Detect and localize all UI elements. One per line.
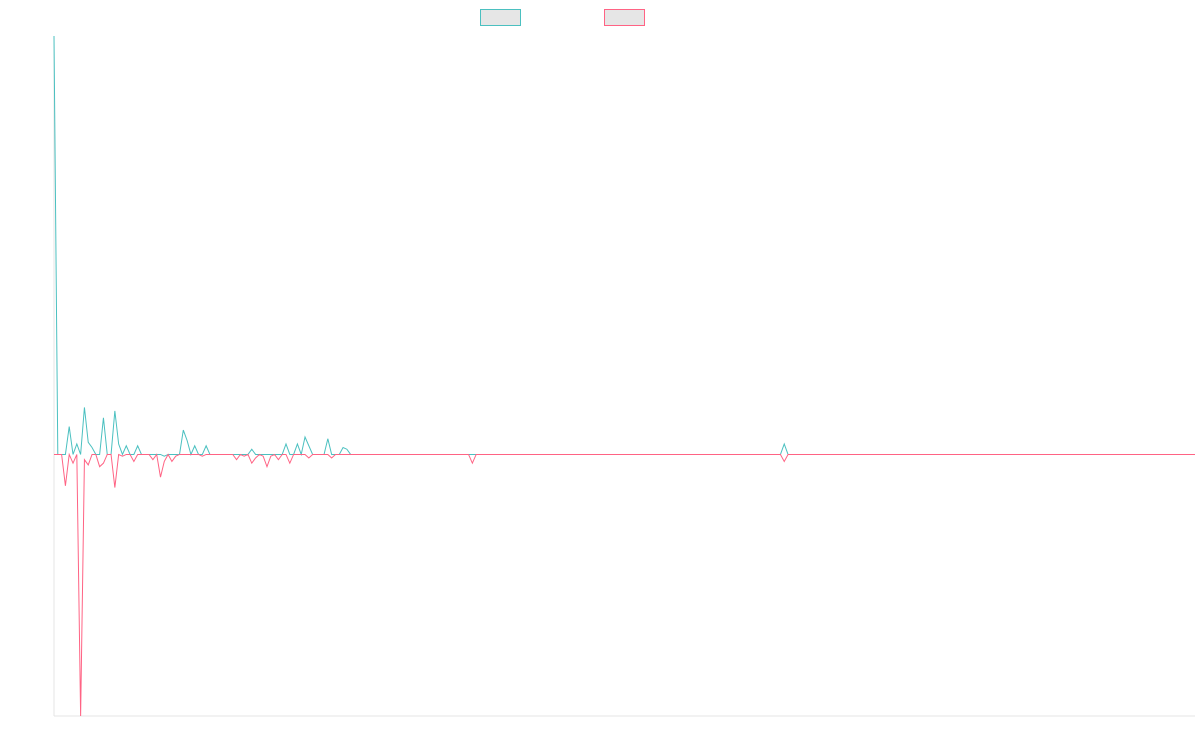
legend-swatch-2 <box>604 9 645 26</box>
plot-area <box>53 35 1195 717</box>
legend-swatch-1 <box>480 9 521 26</box>
series-line-2 <box>54 452 1195 717</box>
axes <box>53 36 1195 717</box>
series-line-1 <box>53 35 1195 457</box>
legend <box>480 9 645 26</box>
